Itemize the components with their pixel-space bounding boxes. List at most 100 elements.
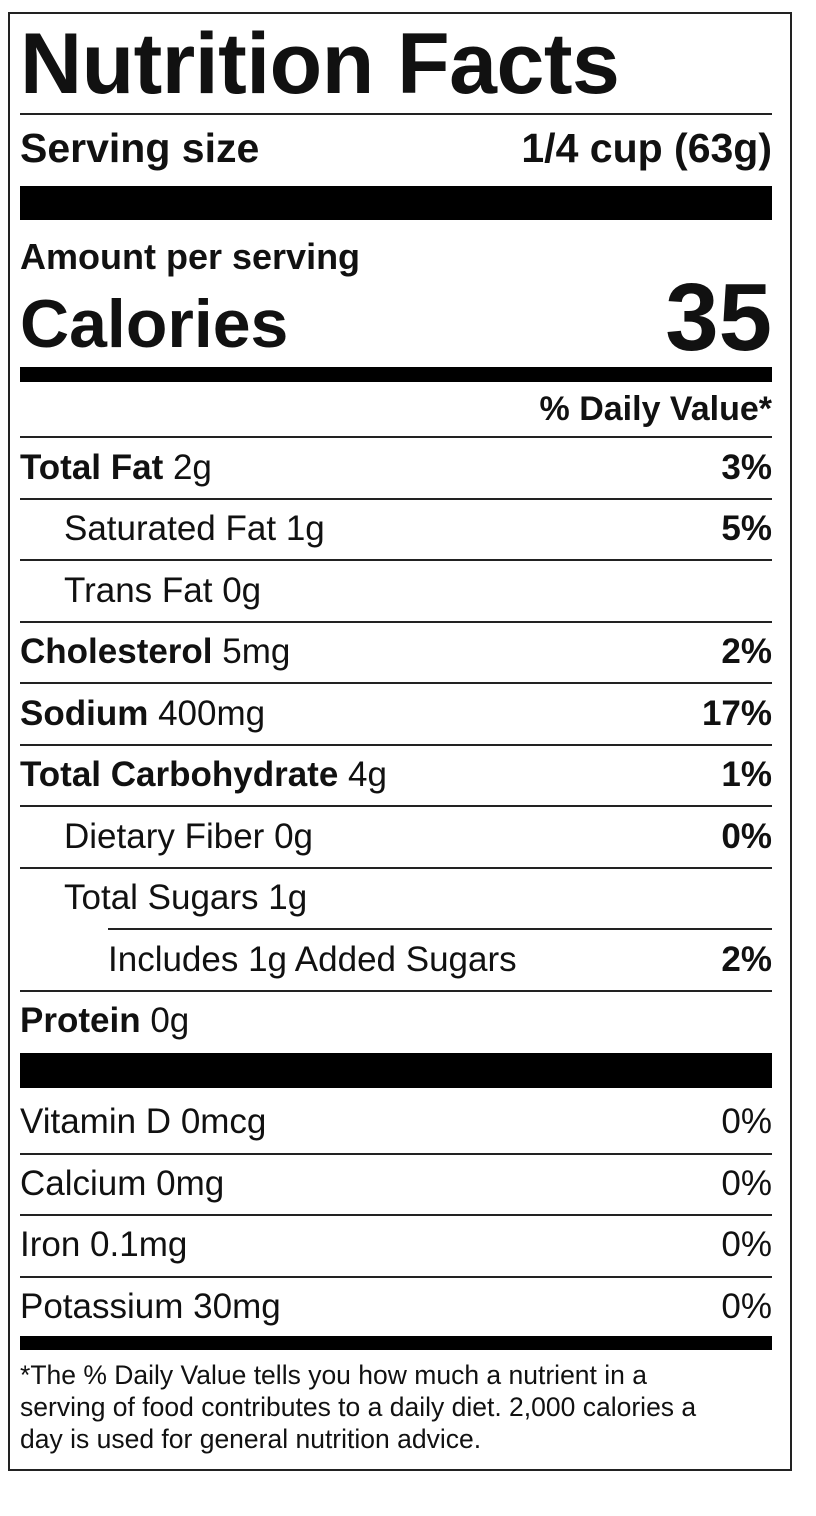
calories-value: 35: [665, 264, 772, 371]
rule: [20, 559, 772, 561]
nutrient-row: Trans Fat 0g: [20, 561, 772, 621]
nutrient-amount: 400mg: [158, 693, 266, 733]
vitamin-name: Iron: [20, 1225, 81, 1264]
rule: [20, 682, 772, 684]
nutrient-name: Total Carbohydrate: [20, 755, 339, 795]
nutrient-name: Sodium: [20, 693, 149, 733]
nutrient-row: Total Sugars 1g: [20, 869, 772, 929]
nutrient-amount: 4g: [348, 755, 387, 795]
title: Nutrition Facts: [20, 16, 620, 112]
vitamin-name: Calcium: [20, 1163, 147, 1203]
nutrient-amount: 0g: [150, 1001, 190, 1041]
nutrient-text: Total Fat 2g: [20, 448, 212, 488]
vitamin-percent: 0%: [721, 1102, 772, 1141]
nutrient-name: Protein: [20, 1001, 141, 1041]
thick-bar: [20, 367, 772, 382]
nutrient-text: Total Carbohydrate 4g: [20, 755, 387, 795]
rule: [20, 113, 772, 115]
vitamin-row: Calcium 0mg 0%: [20, 1154, 772, 1214]
nutrient-amount: 0g: [274, 816, 313, 856]
vitamin-amount: 0mcg: [180, 1102, 267, 1141]
serving-label: Serving size: [20, 124, 260, 171]
thick-bar: [20, 186, 772, 220]
rule: [20, 436, 772, 438]
nutrient-name: Trans Fat: [64, 570, 213, 610]
nutrient-row: Total Carbohydrate 4g 1%: [20, 746, 772, 806]
nutrient-amount: 1g: [285, 509, 325, 549]
nutrient-percent: 5%: [721, 509, 772, 549]
nutrient-name: Total Fat: [20, 447, 164, 487]
label-frame: [8, 12, 792, 1471]
rule: [20, 620, 772, 623]
footnote-line: day is used for general nutrition advice…: [20, 1424, 482, 1454]
nutrient-name: Saturated Fat: [64, 509, 277, 549]
footnote-line: *The % Daily Value tells you how much a …: [20, 1360, 647, 1390]
nutrient-text: Saturated Fat 1g: [20, 509, 325, 549]
rule: [20, 866, 772, 869]
rule: [20, 497, 772, 500]
vitamin-text: Potassium 30mg: [20, 1287, 281, 1327]
amount-per-serving: Amount per serving: [20, 236, 361, 277]
nutrient-amount: 0g: [222, 570, 262, 610]
rule: [20, 1275, 772, 1278]
nutrient-text: Protein 0g: [20, 1001, 189, 1041]
footnote: *The % Daily Value tells you how much a …: [20, 1359, 780, 1455]
vitamin-text: Vitamin D 0mcg: [20, 1102, 266, 1142]
rule: [20, 989, 772, 992]
vitamin-amount: 0mg: [156, 1163, 225, 1203]
vitamin-amount: 30mg: [193, 1286, 281, 1326]
vitamin-row: Iron 0.1mg 0%: [20, 1215, 772, 1275]
vitamin-row: Potassium 30mg 0%: [20, 1277, 772, 1337]
nutrient-name: Dietary Fiber: [64, 816, 265, 856]
daily-value-text: % Daily Value*: [539, 389, 772, 428]
nutrient-text: Cholesterol 5mg: [20, 632, 290, 672]
vitamin-name: Potassium: [20, 1286, 184, 1326]
nutrient-row: Dietary Fiber 0g 0%: [20, 807, 772, 867]
nutrient-percent: 3%: [721, 447, 772, 487]
thick-bar: [20, 1336, 772, 1350]
calories-label: Calories: [20, 286, 289, 362]
nutrient-amount: 1g: [268, 878, 308, 918]
nutrient-row: Saturated Fat 1g 5%: [20, 500, 772, 560]
nutrient-row: Sodium 400mg 17%: [20, 684, 772, 744]
daily-value-header: % Daily Value*: [20, 386, 772, 432]
vitamin-percent: 0%: [721, 1163, 772, 1203]
nutrient-name: Includes 1g Added Sugars: [108, 939, 517, 979]
nutrient-text: Trans Fat 0g: [20, 571, 261, 611]
nutrient-amount: 5mg: [222, 632, 291, 672]
rule: [108, 928, 772, 930]
serving-value: 1/4 cup (63g): [521, 124, 772, 171]
nutrient-row: Total Fat 2g 3%: [20, 438, 772, 498]
rule: [20, 805, 772, 807]
vitamin-text: Iron 0.1mg: [20, 1225, 187, 1265]
vitamin-text: Calcium 0mg: [20, 1164, 224, 1204]
vitamin-row: Vitamin D 0mcg 0%: [20, 1092, 772, 1152]
nutrient-row: Includes 1g Added Sugars 2%: [20, 930, 772, 990]
nutrient-amount: 2g: [172, 447, 212, 487]
nutrient-percent: 17%: [701, 693, 772, 733]
nutrient-row: Protein 0g: [20, 992, 772, 1052]
nutrient-percent: 0%: [721, 816, 772, 856]
calories-row: Calories 35: [20, 270, 772, 366]
rule: [20, 1214, 772, 1216]
nutrient-name: Total Sugars: [64, 878, 259, 918]
nutrient-text: Sodium 400mg: [20, 694, 265, 734]
serving-row: Serving size 1/4 cup (63g): [20, 124, 772, 172]
rule: [20, 743, 772, 746]
nutrient-percent: 1%: [721, 755, 772, 795]
nutrient-text: Total Sugars 1g: [20, 878, 307, 918]
vitamin-name: Vitamin D: [20, 1102, 172, 1141]
vitamin-percent: 0%: [721, 1225, 772, 1264]
nutrient-name: Cholesterol: [20, 632, 213, 672]
nutrient-text: Includes 1g Added Sugars: [20, 940, 517, 980]
vitamin-percent: 0%: [721, 1286, 772, 1326]
rule: [20, 1152, 772, 1155]
nutrient-percent: 2%: [721, 939, 772, 979]
thick-bar: [20, 1053, 772, 1088]
nutrient-row: Cholesterol 5mg 2%: [20, 623, 772, 683]
nutrient-text: Dietary Fiber 0g: [20, 817, 313, 857]
vitamin-amount: 0.1mg: [90, 1225, 188, 1264]
footnote-line: serving of food contributes to a daily d…: [20, 1392, 697, 1422]
nutrient-percent: 2%: [721, 632, 772, 672]
